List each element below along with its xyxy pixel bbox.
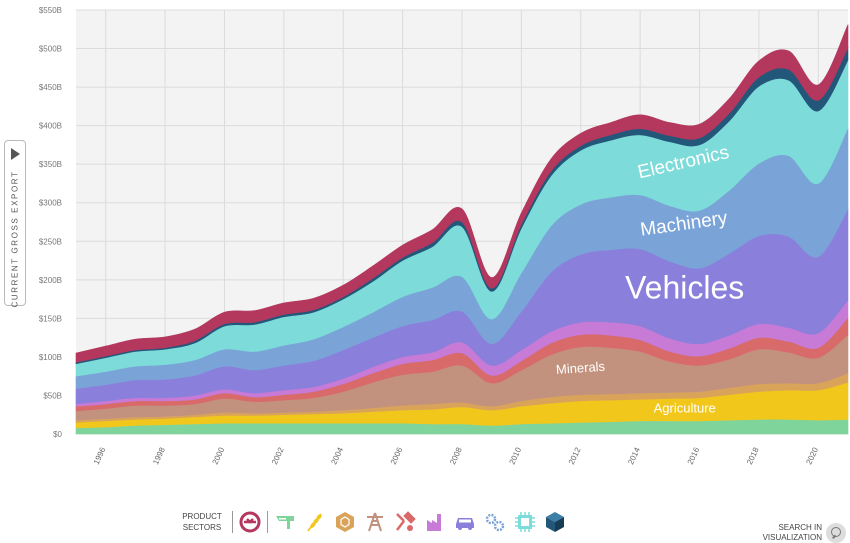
chemicals-icon[interactable] — [422, 509, 448, 535]
x-tick-label: 2014 — [626, 446, 642, 466]
x-tick-label: 2004 — [329, 446, 345, 466]
divider — [232, 511, 233, 533]
y-axis-toggle-button[interactable]: CURRENT GROSS EXPORT — [4, 140, 26, 308]
agriculture-icon[interactable] — [302, 509, 328, 535]
series-label-agriculture: Agriculture — [654, 400, 716, 415]
product-sectors-label: PRODUCT SECTORS — [182, 512, 222, 532]
series-label-vehicles: Vehicles — [625, 269, 744, 305]
y-tick-label: $400B — [39, 122, 62, 131]
x-tick-label: 2012 — [567, 446, 583, 466]
x-tick-label: 1998 — [151, 446, 167, 466]
other-icon[interactable] — [542, 509, 568, 535]
stacked-area-chart: $0 $50B $100B $150B $200B $250B $300B $350B $400… — [39, 6, 849, 466]
y-tick-label: $0 — [53, 430, 62, 439]
y-tick-label: $550B — [39, 6, 62, 15]
y-axis-label: CURRENT GROSS EXPORT — [10, 170, 20, 308]
textiles-icon[interactable] — [272, 509, 298, 535]
services-icon[interactable] — [237, 509, 263, 535]
y-tick-label: $500B — [39, 45, 62, 54]
y-tick-label: $250B — [39, 237, 62, 246]
y-tick-label: $300B — [39, 199, 62, 208]
minerals-icon[interactable] — [362, 509, 388, 535]
x-tick-label: 2018 — [745, 446, 761, 466]
vehicles-icon[interactable] — [452, 509, 478, 535]
product-sectors-bar: PRODUCT SECTORS — [180, 505, 570, 539]
x-tick-label: 2020 — [804, 446, 820, 466]
y-tick-label: $350B — [39, 160, 62, 169]
y-tick-label: $200B — [39, 276, 62, 285]
divider — [267, 511, 268, 533]
y-tick-label: $50B — [43, 391, 62, 400]
search-icon — [826, 523, 846, 543]
electronics-icon[interactable] — [512, 509, 538, 535]
x-tick-label: 2002 — [270, 446, 286, 466]
y-tick-label: $150B — [39, 314, 62, 323]
machinery-icon[interactable] — [482, 509, 508, 535]
x-tick-label: 2010 — [508, 446, 524, 466]
x-tick-label: 2006 — [389, 446, 405, 466]
area-series-services — [75, 24, 849, 363]
play-triangle-icon — [11, 148, 20, 160]
x-tick-label: 1996 — [92, 446, 108, 466]
search-in-visualization-button[interactable]: SEARCH IN VISUALIZATION — [756, 523, 848, 543]
y-tick-label: $450B — [39, 83, 62, 92]
series-label-minerals: Minerals — [555, 359, 606, 377]
x-tick-label: 2016 — [686, 446, 702, 466]
x-tick-label: 2008 — [448, 446, 464, 466]
x-tick-label: 2000 — [211, 446, 227, 466]
stone-icon[interactable] — [332, 509, 358, 535]
metals-icon[interactable] — [392, 509, 418, 535]
y-tick-label: $100B — [39, 353, 62, 362]
search-label: SEARCH IN VISUALIZATION — [762, 523, 822, 542]
